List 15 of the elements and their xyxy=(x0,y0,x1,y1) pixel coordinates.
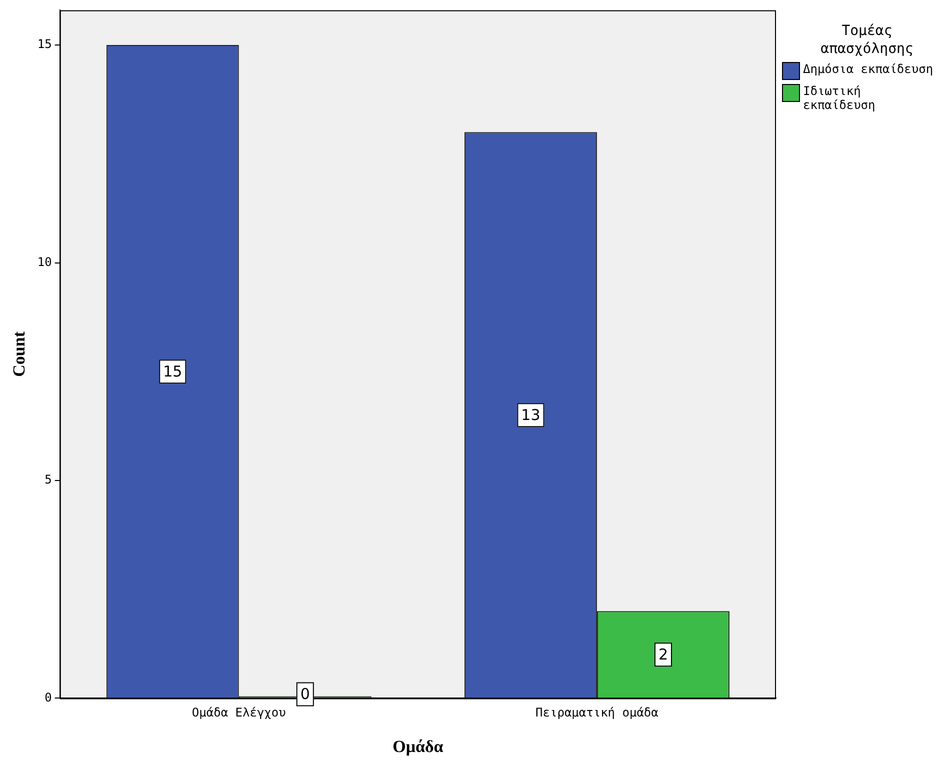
y-axis-title: Count xyxy=(10,331,29,377)
data-label: 15 xyxy=(163,362,182,381)
legend-label: Ιδιωτική εκπαίδευση xyxy=(803,84,876,112)
legend-label: Δημόσια εκπαίδευση xyxy=(803,62,934,76)
data-label: 0 xyxy=(300,685,310,704)
legend-title: Τομέας απασχόλησης xyxy=(820,22,914,58)
data-label: 2 xyxy=(658,646,668,664)
data-label: 13 xyxy=(521,406,540,424)
x-axis-title: Ομάδα xyxy=(392,737,444,756)
y-tick-label: 15 xyxy=(37,37,52,52)
x-tick-label: Ομάδα Ελέγχου xyxy=(192,706,286,720)
x-tick-label: Πειραματική ομάδα xyxy=(536,706,658,720)
y-tick-label: 5 xyxy=(44,472,52,487)
y-tick-label: 10 xyxy=(37,254,52,269)
y-tick-label: 0 xyxy=(44,690,52,704)
